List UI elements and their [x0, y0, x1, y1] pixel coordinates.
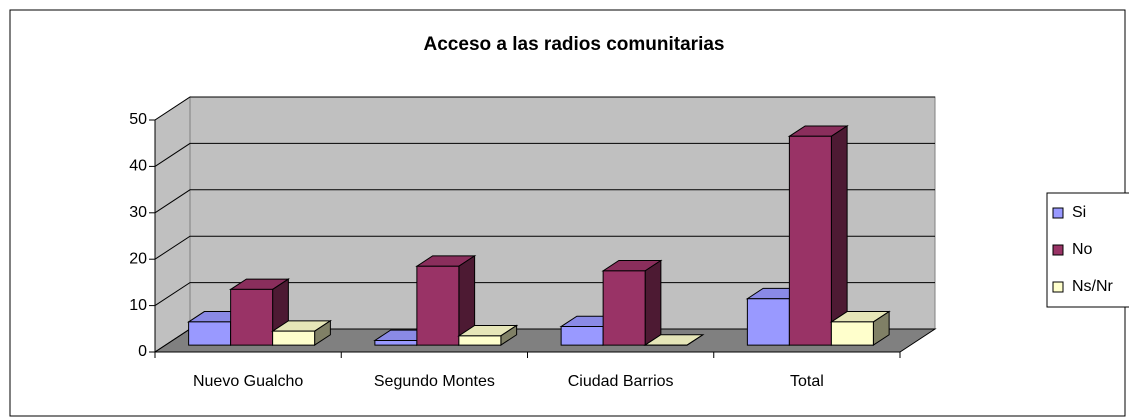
bar-front [602, 270, 646, 346]
grid-line [154, 189, 935, 214]
y-tick-label: 50 [129, 111, 147, 128]
x-tick-label: Total [790, 373, 824, 390]
y-tick-label: 20 [129, 250, 147, 267]
grid-line [154, 96, 935, 121]
bar-front [560, 326, 604, 346]
legend-label: No [1072, 241, 1093, 258]
legend-swatch [1052, 207, 1064, 219]
legend-label: Ns/Nr [1072, 278, 1114, 295]
bar-front [272, 330, 316, 346]
bar-front [788, 135, 832, 346]
x-tick-label: Ciudad Barrios [568, 373, 674, 390]
bar [601, 259, 663, 347]
bar-side [686, 334, 704, 346]
legend-label: Si [1072, 204, 1086, 221]
bar [643, 334, 705, 346]
bar-front [374, 339, 418, 346]
grid-line [154, 235, 935, 260]
bar [415, 254, 477, 347]
bar [457, 324, 519, 347]
bar-front [188, 321, 232, 346]
grid-line [154, 142, 935, 167]
legend-swatch [1052, 281, 1064, 293]
bar [270, 319, 333, 347]
legend-swatch [1052, 244, 1064, 256]
chart-title: Acceso a las radios comunitarias [424, 34, 725, 55]
x-tick-label: Nuevo Gualcho [193, 373, 303, 390]
side-wall [154, 96, 191, 353]
bar-front [830, 321, 874, 346]
bar-side [644, 259, 662, 347]
grid-line [154, 282, 935, 307]
bar [829, 310, 891, 347]
x-tick-label: Segundo Montes [374, 373, 495, 390]
y-tick-label: 30 [129, 204, 147, 221]
bar-front [458, 335, 502, 346]
y-tick-label: 10 [129, 297, 147, 314]
bar [787, 125, 849, 347]
y-tick-label: 40 [129, 158, 147, 175]
bar-front [230, 288, 274, 346]
y-tick-label: 0 [138, 343, 147, 360]
bar-front [416, 265, 460, 346]
bar-front [746, 298, 790, 346]
bar-side [830, 125, 848, 347]
